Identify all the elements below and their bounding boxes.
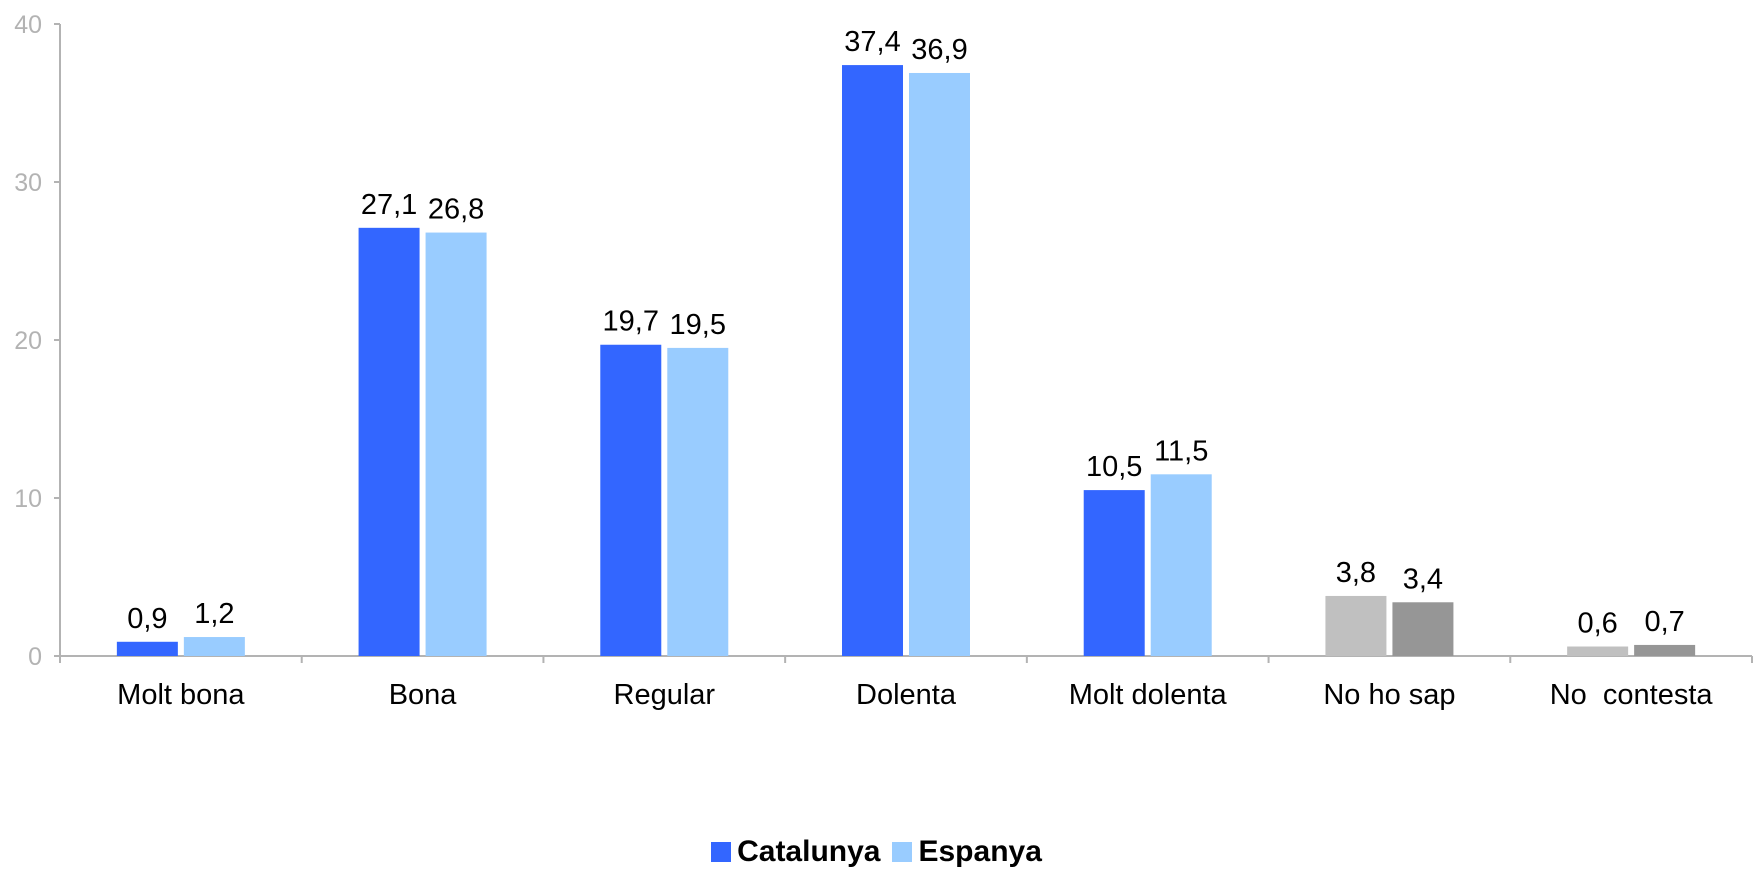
bar-espanya-5 bbox=[1392, 602, 1454, 656]
legend-item-catalunya: Catalunya bbox=[711, 835, 880, 869]
data-label-catalunya-6: 0,6 bbox=[1577, 608, 1617, 640]
bar-espanya-0 bbox=[183, 637, 245, 656]
category-label-4: Molt dolenta bbox=[1069, 679, 1228, 711]
data-label-espanya-1: 26,8 bbox=[428, 194, 484, 226]
legend-label-espanya: Espanya bbox=[918, 835, 1042, 868]
data-label-espanya-0: 1,2 bbox=[194, 598, 234, 630]
data-label-catalunya-5: 3,8 bbox=[1336, 557, 1376, 589]
y-tick-label: 10 bbox=[14, 485, 42, 513]
y-tick-label: 40 bbox=[14, 11, 42, 39]
bar-catalunya-6 bbox=[1567, 646, 1629, 656]
legend-item-espanya: Espanya bbox=[892, 835, 1042, 869]
category-label-1: Bona bbox=[389, 679, 458, 711]
legend: Catalunya Espanya bbox=[0, 832, 1753, 872]
legend-swatch-espanya bbox=[892, 842, 913, 862]
category-label-6: No contesta bbox=[1550, 679, 1714, 711]
data-label-catalunya-4: 10,5 bbox=[1086, 451, 1142, 483]
category-label-5: No ho sap bbox=[1323, 679, 1455, 711]
data-label-catalunya-3: 37,4 bbox=[844, 26, 900, 58]
data-labels: 0,9 1,2 27,1 26,8 19,7 19,5 37,4 36,9 10,5 11,5 3,… bbox=[127, 26, 1685, 639]
data-label-catalunya-1: 27,1 bbox=[361, 189, 417, 221]
data-label-espanya-3: 36,9 bbox=[911, 34, 967, 66]
legend-swatch-catalunya bbox=[711, 842, 732, 862]
data-label-catalunya-0: 0,9 bbox=[127, 603, 167, 635]
bar-catalunya-4 bbox=[1083, 490, 1145, 656]
bar-catalunya-3 bbox=[842, 65, 903, 656]
bar-catalunya-5 bbox=[1325, 595, 1387, 656]
y-tick-label: 0 bbox=[28, 643, 42, 671]
bar-espanya-3 bbox=[909, 72, 970, 657]
bars bbox=[116, 65, 1696, 657]
bar-espanya-4 bbox=[1150, 474, 1212, 656]
category-labels: Molt bona Bona Regular Dolenta Molt dolenta N… bbox=[117, 679, 1713, 711]
data-label-catalunya-2: 19,7 bbox=[603, 306, 659, 338]
legend-label-catalunya: Catalunya bbox=[737, 835, 881, 868]
y-axis: 0 10 20 30 40 bbox=[14, 11, 61, 671]
bar-catalunya-2 bbox=[600, 344, 662, 656]
data-label-espanya-4: 11,5 bbox=[1154, 435, 1208, 467]
category-label-2: Regular bbox=[614, 679, 716, 711]
x-axis bbox=[59, 655, 1753, 663]
data-label-espanya-6: 0,7 bbox=[1644, 606, 1684, 638]
category-label-0: Molt bona bbox=[117, 679, 245, 711]
y-tick-label: 20 bbox=[14, 327, 42, 355]
bar-espanya-6 bbox=[1634, 644, 1696, 656]
bar-catalunya-1 bbox=[358, 227, 420, 656]
bar-espanya-1 bbox=[425, 232, 487, 656]
y-tick-label: 30 bbox=[14, 169, 42, 197]
bar-espanya-2 bbox=[667, 347, 729, 656]
bar-catalunya-0 bbox=[116, 641, 178, 656]
data-label-espanya-5: 3,4 bbox=[1403, 563, 1443, 595]
category-label-3: Dolenta bbox=[856, 679, 957, 711]
data-label-espanya-2: 19,5 bbox=[670, 309, 726, 341]
